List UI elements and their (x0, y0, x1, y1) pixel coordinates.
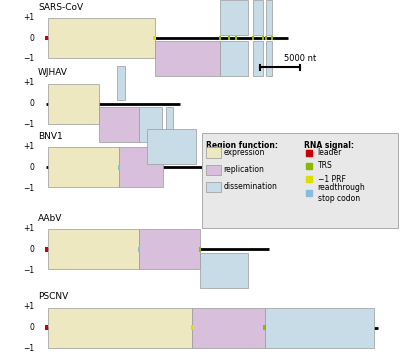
Text: −1: −1 (23, 266, 34, 274)
Text: 5000 nt: 5000 nt (284, 54, 317, 63)
Bar (99, 107, 139, 142)
Bar (271, 36, 273, 40)
Text: WJHAV: WJHAV (38, 68, 68, 77)
Text: 0: 0 (29, 99, 34, 108)
Bar (266, 0, 272, 35)
Bar (118, 165, 120, 170)
Bar (45, 247, 48, 252)
Text: TRS: TRS (318, 162, 332, 170)
Text: 0: 0 (257, 54, 263, 63)
Bar (48, 18, 154, 58)
Bar (48, 147, 119, 187)
Bar (206, 165, 221, 175)
Bar (220, 41, 248, 76)
Text: −1: −1 (23, 120, 34, 129)
Bar (154, 41, 220, 76)
Bar (206, 182, 221, 192)
Bar (219, 36, 221, 40)
Text: −1: −1 (23, 55, 34, 63)
Text: +1: +1 (23, 224, 34, 233)
Bar (200, 253, 248, 288)
Bar (265, 36, 268, 40)
Bar (138, 247, 140, 252)
Bar (139, 229, 200, 269)
Bar (220, 0, 248, 35)
Bar (252, 36, 254, 40)
Bar (265, 308, 374, 348)
Bar (266, 41, 272, 76)
Bar (48, 84, 99, 124)
Text: +1: +1 (23, 142, 34, 151)
Bar (192, 308, 265, 348)
Bar (166, 107, 173, 142)
Text: leader: leader (318, 148, 342, 157)
Bar (202, 133, 398, 228)
Text: SARS-CoV: SARS-CoV (38, 3, 83, 12)
Bar (228, 36, 230, 40)
Text: AAbV: AAbV (38, 214, 62, 223)
Text: BNV1: BNV1 (38, 132, 63, 141)
Bar (206, 147, 221, 158)
Text: 0: 0 (29, 323, 34, 332)
Bar (48, 229, 139, 269)
Text: PSCNV: PSCNV (38, 292, 68, 301)
Bar (147, 129, 196, 164)
Text: Region function:: Region function: (206, 141, 278, 150)
Bar (45, 325, 48, 330)
Bar (262, 36, 264, 40)
Text: dissemination: dissemination (223, 182, 277, 191)
Bar (119, 147, 164, 187)
Text: +1: +1 (23, 302, 34, 311)
Text: replication: replication (223, 165, 264, 174)
Text: +1: +1 (23, 13, 34, 22)
Text: +1: +1 (23, 79, 34, 87)
Bar (45, 36, 48, 40)
Text: 0: 0 (29, 245, 34, 254)
Bar (190, 325, 193, 330)
Bar (253, 41, 263, 76)
Text: −1: −1 (23, 184, 34, 193)
Bar (48, 308, 192, 348)
Bar (153, 36, 156, 40)
Text: 0: 0 (29, 34, 34, 43)
Text: RNA signal:: RNA signal: (304, 141, 354, 150)
Bar (139, 107, 162, 142)
Bar (235, 36, 238, 40)
Text: 0: 0 (29, 163, 34, 172)
Bar (199, 247, 201, 252)
Text: −1: −1 (23, 344, 34, 353)
Text: −1 PRF: −1 PRF (318, 175, 346, 184)
Text: expression: expression (223, 148, 264, 157)
Text: readthrough
stop codon: readthrough stop codon (318, 183, 365, 203)
Bar (253, 0, 263, 35)
Bar (264, 325, 266, 330)
Bar (117, 66, 124, 100)
